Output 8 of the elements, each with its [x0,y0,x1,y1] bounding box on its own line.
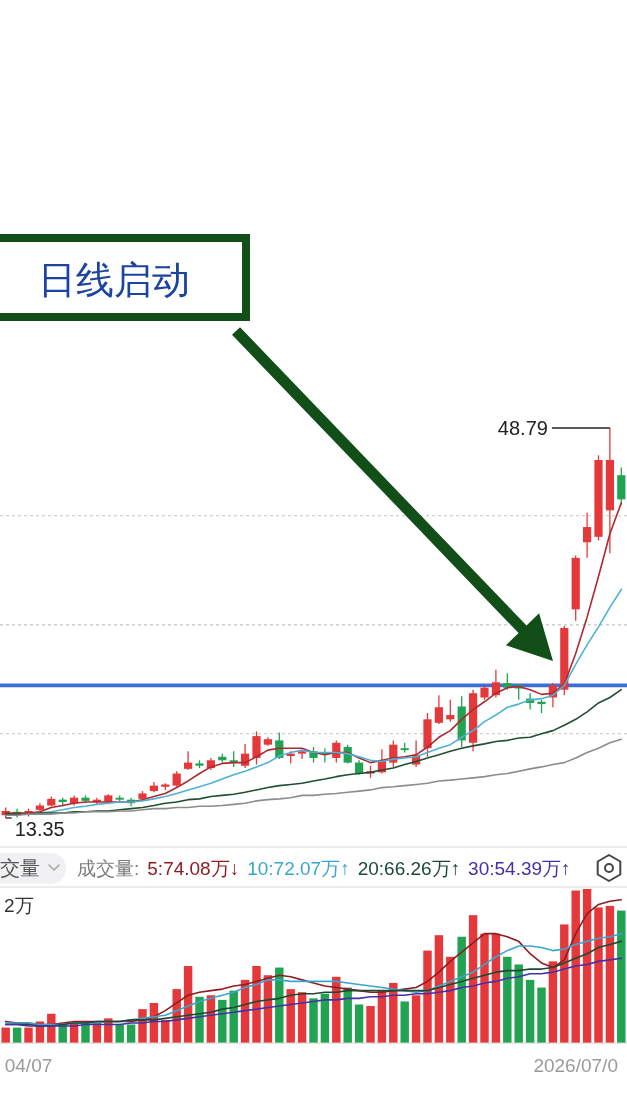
annotation: 2万 [4,895,34,916]
annotation: 48.79 [497,417,548,439]
text: 日线启动 [38,259,190,301]
annotation: 13.35 [14,818,65,840]
dropdown: 交量 [0,853,66,884]
x-tick-label: 04/07 [4,1055,53,1076]
legend: 成交量: 5:74.08万↓ 10:72.07万↑ 20:66.26万↑ 30:54.39万↑ [77,858,571,879]
x-tick-label: 2026/07/0 [533,1055,618,1076]
